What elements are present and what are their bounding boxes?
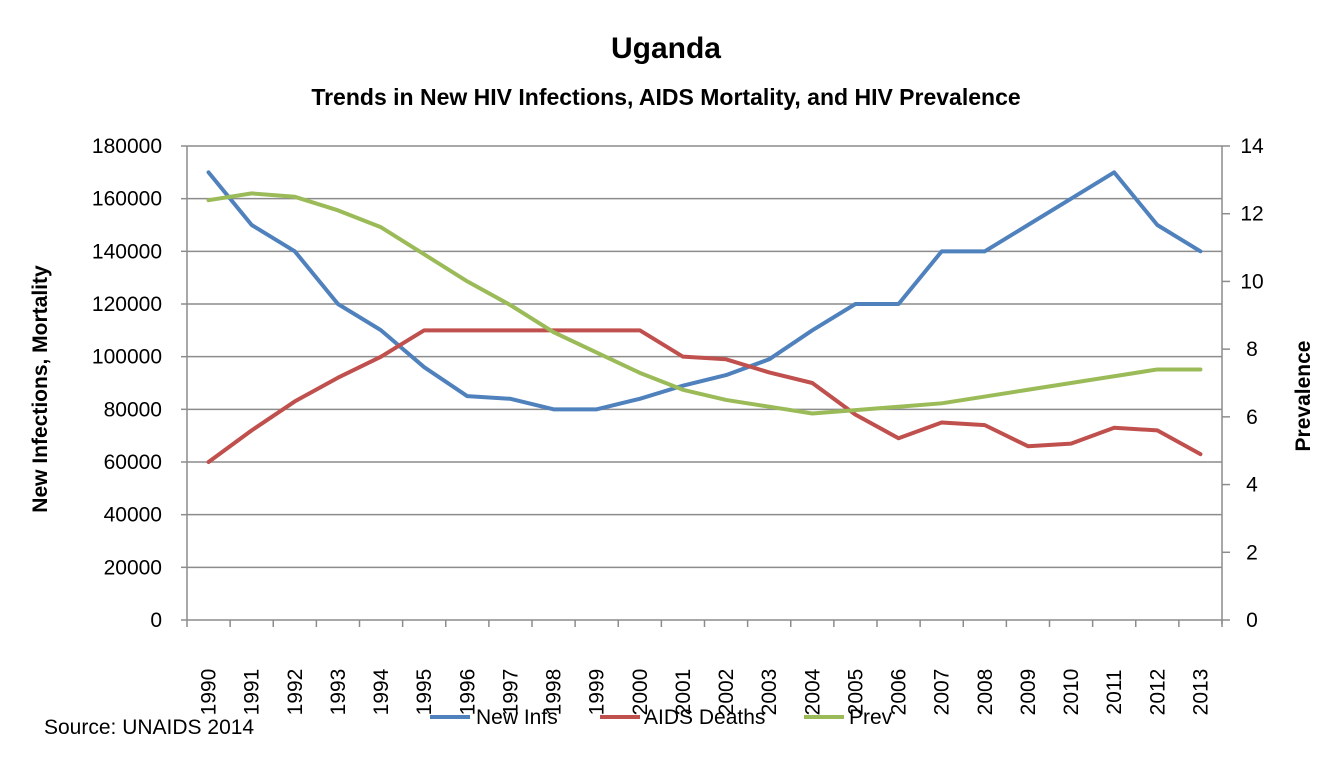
y-tick-label: 0 (150, 609, 162, 632)
x-tick-label: 1994 (370, 668, 393, 715)
y2-axis-ticks: 0 2 4 6 8 10 12 14 (1240, 135, 1264, 632)
x-axis-ticks: 1990 1991 1992 1993 1994 1995 1996 1997 1998 1999… (198, 668, 1213, 715)
y-tick-label: 60000 (104, 451, 162, 474)
y2-tick-label: 0 (1246, 609, 1258, 632)
x-tick-label: 2012 (1146, 669, 1169, 716)
x-tick-label: 1991 (241, 669, 264, 716)
legend-label: New Infs (476, 706, 558, 729)
y-tick-label: 40000 (104, 504, 162, 527)
x-tick-label: 1993 (327, 669, 350, 716)
x-tick-label: 2009 (1017, 669, 1040, 716)
x-tick-label: 2013 (1189, 669, 1212, 716)
y-tick-label: 100000 (92, 346, 162, 369)
y2-tick-label: 2 (1246, 541, 1258, 564)
y2-tick-label: 6 (1246, 406, 1258, 429)
y2-tick-label: 14 (1240, 135, 1264, 158)
y-tick-label: 140000 (92, 240, 162, 263)
x-tick-label: 2000 (629, 669, 652, 716)
x-tick-label: 1998 (543, 669, 566, 716)
x-tick-label: 2007 (931, 669, 954, 716)
x-tick-label: 2003 (758, 669, 781, 716)
y-tick-label: 80000 (104, 398, 162, 421)
y2-axis-label: Prevalence (1292, 341, 1315, 452)
x-tick-label: 2005 (844, 669, 867, 716)
legend-label: AIDS Deaths (644, 706, 765, 729)
y-tick-label: 120000 (92, 293, 162, 316)
x-tick-label: 1992 (284, 669, 307, 716)
x-tick-label: 1995 (413, 669, 436, 716)
x-tick-label: 1996 (456, 669, 479, 716)
series-lines (206, 170, 1203, 464)
legend: New Infs AIDS Deaths Prev (430, 706, 893, 729)
x-tick-label: 2011 (1103, 669, 1126, 714)
x-tick-label: 2008 (974, 669, 997, 716)
axes (181, 145, 1230, 627)
y-axis-label: New Infections, Mortality (29, 265, 52, 513)
x-tick-label: 2004 (801, 668, 824, 715)
y2-tick-label: 4 (1246, 474, 1258, 497)
legend-label: Prev (849, 706, 893, 729)
y2-tick-label: 8 (1246, 338, 1258, 361)
x-tick-label: 2002 (715, 669, 738, 716)
chart-title: Uganda (611, 32, 721, 65)
chart-subtitle: Trends in New HIV Infections, AIDS Morta… (311, 84, 1020, 110)
series-line-new-infs (206, 170, 1203, 412)
y-tick-label: 180000 (92, 135, 162, 158)
y-tick-label: 160000 (92, 188, 162, 211)
y-tick-label: 20000 (104, 556, 162, 579)
x-tick-label: 2001 (672, 669, 695, 716)
source-note: Source: UNAIDS 2014 (44, 716, 254, 739)
x-tick-label: 2006 (888, 669, 911, 716)
series-line-aids-deaths (206, 328, 1203, 464)
x-tick-label: 2010 (1060, 669, 1083, 716)
y2-tick-label: 10 (1240, 270, 1263, 293)
series-line-prev (206, 191, 1203, 416)
x-tick-label: 1999 (586, 669, 609, 716)
x-tick-label: 1997 (499, 669, 522, 716)
y2-tick-label: 12 (1240, 203, 1263, 226)
x-tick-label: 1990 (198, 669, 221, 716)
y-axis-ticks: 0 20000 40000 60000 80000 100000 120000 140000 1… (92, 135, 162, 632)
